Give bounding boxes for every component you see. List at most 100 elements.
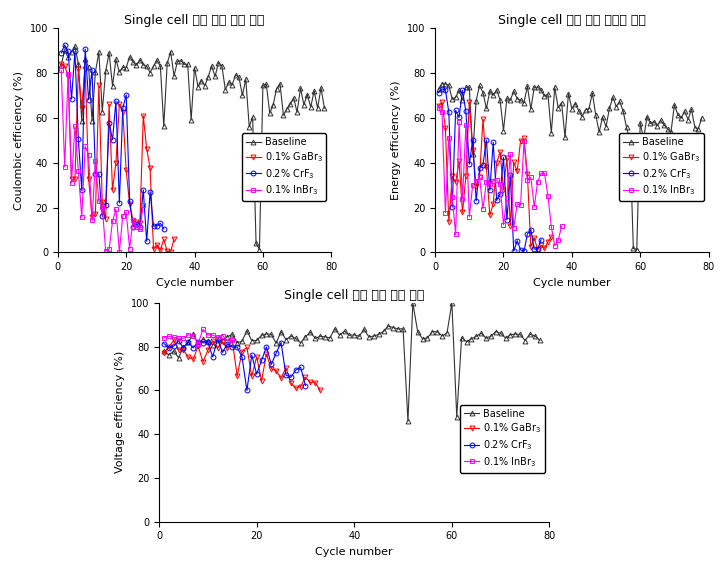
0.1% GaBr$_3$ [179, 347, 188, 353]
0.1% InBr$_3$ [228, 337, 236, 343]
0.2% CrF$_3$ [77, 187, 86, 194]
0.2% CrF$_3$ [119, 105, 127, 112]
Legend: Baseline, 0.1% GaBr$_3$, 0.2% CrF$_3$, 0.1% InBr$_3$: Baseline, 0.1% GaBr$_3$, 0.2% CrF$_3$, 0… [242, 133, 326, 201]
0.2% CrF$_3$ [252, 371, 261, 378]
0.2% CrF$_3$ [57, 49, 66, 56]
0.1% GaBr$_3$ [115, 101, 124, 108]
0.1% GaBr$_3$ [71, 176, 80, 183]
0.2% CrF$_3$ [189, 344, 197, 351]
0.1% InBr$_3$ [122, 209, 131, 215]
0.1% InBr$_3$ [189, 333, 197, 339]
Baseline [184, 339, 192, 346]
0.1% GaBr$_3$ [169, 337, 178, 344]
0.1% InBr$_3$ [74, 168, 82, 174]
0.1% GaBr$_3$ [506, 222, 515, 229]
0.1% InBr$_3$ [547, 223, 556, 230]
0.1% GaBr$_3$ [208, 337, 217, 344]
0.1% GaBr$_3$ [218, 339, 227, 346]
0.1% InBr$_3$ [71, 123, 80, 130]
Baseline [698, 115, 706, 122]
0.2% CrF$_3$ [301, 382, 309, 389]
Baseline [223, 333, 231, 340]
0.1% GaBr$_3$ [306, 379, 315, 386]
0.1% GaBr$_3$ [238, 348, 247, 355]
0.1% InBr$_3$ [485, 181, 494, 187]
0.1% GaBr$_3$ [510, 159, 518, 165]
Baseline [105, 49, 114, 56]
0.1% GaBr$_3$ [74, 66, 82, 73]
0.1% GaBr$_3$ [489, 200, 497, 207]
0.1% InBr$_3$ [540, 170, 549, 177]
0.1% GaBr$_3$ [142, 145, 151, 152]
0.1% InBr$_3$ [129, 217, 137, 223]
0.2% CrF$_3$ [208, 353, 217, 360]
0.1% InBr$_3$ [557, 223, 566, 229]
0.1% GaBr$_3$ [455, 158, 463, 165]
0.1% InBr$_3$ [87, 217, 96, 224]
0.2% CrF$_3$ [139, 187, 147, 194]
0.1% GaBr$_3$ [526, 243, 535, 250]
Baseline [408, 300, 417, 306]
0.2% CrF$_3$ [510, 248, 518, 255]
0.2% CrF$_3$ [506, 172, 515, 178]
0.2% CrF$_3$ [461, 108, 470, 115]
Title: Single cell 상온 수명 콸릆 효율: Single cell 상온 수명 콸릆 효율 [124, 14, 265, 27]
0.2% CrF$_3$ [296, 364, 305, 371]
Baseline [71, 43, 80, 50]
0.1% GaBr$_3$ [67, 176, 76, 183]
Legend: Baseline, 0.1% GaBr$_3$, 0.2% CrF$_3$, 0.1% InBr$_3$: Baseline, 0.1% GaBr$_3$, 0.2% CrF$_3$, 0… [461, 404, 544, 472]
0.2% CrF$_3$ [286, 374, 295, 381]
0.2% CrF$_3$ [489, 139, 497, 146]
0.1% InBr$_3$ [199, 326, 208, 333]
0.1% GaBr$_3$ [272, 367, 281, 374]
0.1% GaBr$_3$ [286, 380, 295, 387]
0.2% CrF$_3$ [223, 341, 231, 347]
Baseline [320, 105, 329, 112]
0.2% CrF$_3$ [160, 226, 168, 232]
0.1% GaBr$_3$ [95, 81, 103, 88]
Line: 0.2% CrF$_3$: 0.2% CrF$_3$ [161, 337, 308, 393]
X-axis label: Cycle number: Cycle number [315, 547, 393, 557]
0.1% GaBr$_3$ [57, 61, 66, 67]
0.1% InBr$_3$ [437, 109, 446, 116]
0.2% CrF$_3$ [526, 226, 535, 233]
0.1% InBr$_3$ [135, 226, 144, 232]
0.1% InBr$_3$ [499, 222, 508, 228]
0.1% InBr$_3$ [435, 104, 443, 111]
0.2% CrF$_3$ [485, 187, 494, 194]
0.2% CrF$_3$ [243, 387, 252, 394]
Y-axis label: Voltage efficiency (%): Voltage efficiency (%) [116, 351, 125, 473]
0.1% GaBr$_3$ [534, 247, 542, 254]
Title: Single cell 상온 수명 에너지 효율: Single cell 상온 수명 에너지 효율 [498, 14, 646, 27]
0.1% GaBr$_3$ [445, 218, 453, 225]
0.1% InBr$_3$ [513, 200, 521, 207]
0.2% CrF$_3$ [513, 237, 521, 244]
0.1% GaBr$_3$ [135, 220, 144, 227]
0.2% CrF$_3$ [534, 246, 542, 252]
0.1% InBr$_3$ [554, 237, 562, 243]
0.2% CrF$_3$ [153, 223, 161, 229]
0.1% InBr$_3$ [534, 178, 542, 185]
0.1% GaBr$_3$ [311, 379, 320, 386]
0.1% GaBr$_3$ [282, 364, 291, 371]
0.1% GaBr$_3$ [451, 179, 460, 186]
0.1% InBr$_3$ [125, 245, 134, 252]
0.2% CrF$_3$ [87, 67, 96, 73]
Y-axis label: Energy efficiency (%): Energy efficiency (%) [391, 80, 401, 200]
0.1% GaBr$_3$ [101, 216, 110, 223]
0.1% GaBr$_3$ [291, 385, 300, 392]
Line: 0.1% InBr$_3$: 0.1% InBr$_3$ [161, 327, 235, 346]
0.1% GaBr$_3$ [194, 343, 202, 350]
0.1% GaBr$_3$ [461, 173, 470, 180]
0.1% InBr$_3$ [60, 163, 69, 170]
0.1% InBr$_3$ [523, 177, 531, 184]
0.2% CrF$_3$ [272, 350, 281, 356]
0.1% GaBr$_3$ [160, 236, 168, 243]
0.2% CrF$_3$ [125, 197, 134, 204]
0.1% InBr$_3$ [160, 334, 168, 341]
0.1% InBr$_3$ [530, 204, 539, 210]
0.1% GaBr$_3$ [267, 365, 275, 372]
0.1% GaBr$_3$ [513, 168, 521, 174]
0.1% GaBr$_3$ [77, 104, 86, 111]
0.2% CrF$_3$ [482, 137, 491, 144]
